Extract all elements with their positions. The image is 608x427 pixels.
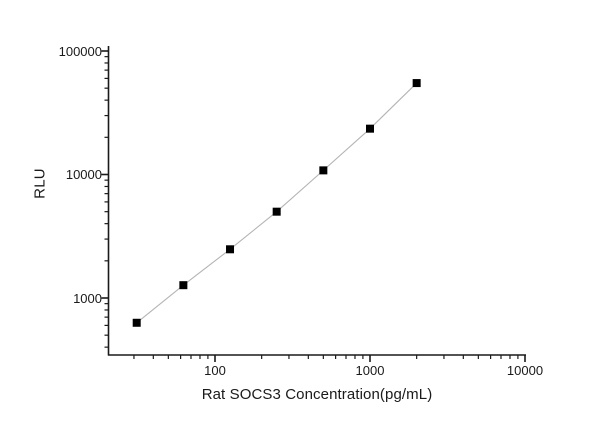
y-axis-ticks: [101, 50, 109, 348]
x-tick-label-10000: 10000: [506, 363, 544, 378]
x-tick-label-1000: 1000: [355, 363, 385, 378]
y-tick-label-10000: 10000: [65, 167, 102, 182]
y-tick-label-100000: 100000: [58, 44, 102, 59]
data-point-marker: [319, 166, 328, 175]
x-axis-ticks: [133, 355, 526, 362]
data-point-marker: [272, 207, 281, 216]
series-markers: [132, 79, 421, 327]
data-point-marker: [132, 318, 141, 327]
data-point-marker: [179, 281, 188, 290]
y-tick-label-1000: 1000: [73, 291, 102, 306]
axis-lines: [107, 46, 526, 356]
x-tick-label-100: 100: [204, 363, 226, 378]
series-line: [136, 82, 418, 324]
x-axis-title: Rat SOCS3 Concentration(pg/mL): [201, 386, 433, 403]
data-point-marker: [412, 79, 421, 88]
data-point-marker: [366, 124, 374, 133]
data-point-marker: [226, 245, 235, 254]
